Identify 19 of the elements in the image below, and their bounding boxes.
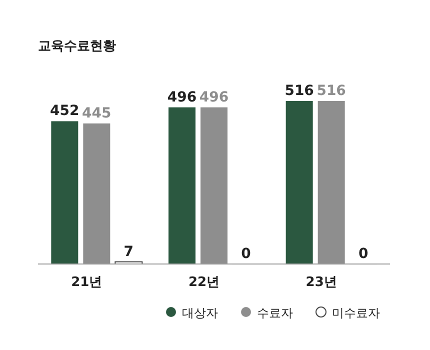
data-label: 445 <box>82 105 112 122</box>
legend-label: 대상자 <box>182 306 218 320</box>
bar <box>168 107 196 264</box>
x-tick-label: 22년 <box>188 275 220 290</box>
legend-label: 미수료자 <box>332 306 380 320</box>
chart-title: 교육수료현황 <box>38 39 116 54</box>
data-label: 7 <box>124 244 134 260</box>
x-tick-label: 21년 <box>71 275 102 290</box>
x-tick-label: 23년 <box>306 275 337 290</box>
data-label: 0 <box>241 246 252 262</box>
bar <box>286 101 313 264</box>
data-label: 452 <box>50 103 80 120</box>
data-label: 516 <box>284 83 314 99</box>
data-label: 496 <box>199 89 229 106</box>
legend-label: 수료자 <box>257 306 293 320</box>
bar <box>51 121 78 264</box>
data-label: 516 <box>316 83 346 99</box>
data-label: 0 <box>358 246 368 262</box>
data-label: 496 <box>167 89 197 106</box>
